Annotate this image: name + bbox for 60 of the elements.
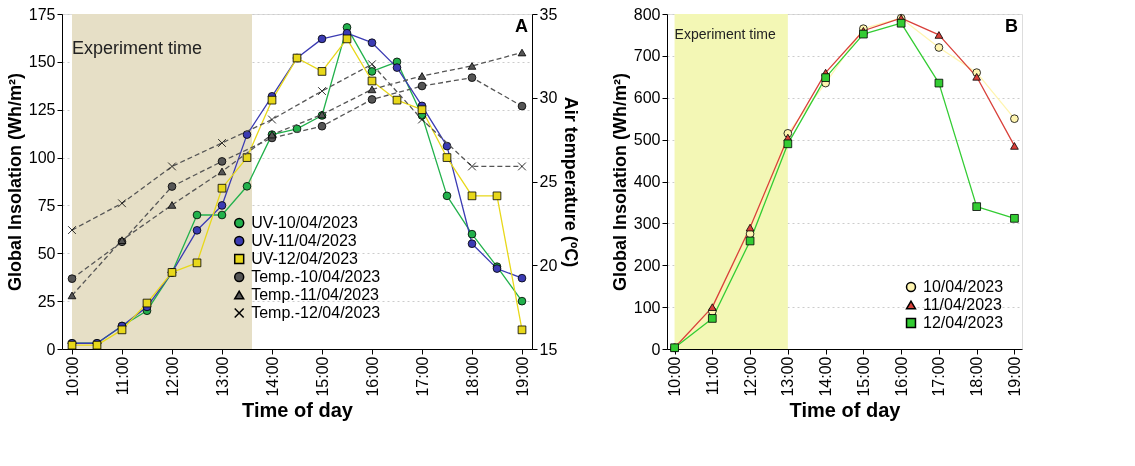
legend-label: Temp.-12/04/2023 (251, 304, 381, 321)
x-tick-label: 16:00 (363, 356, 381, 397)
y2-tick-label: 30 (539, 89, 558, 107)
y-tick-label: 300 (633, 214, 661, 232)
y-tick-label: 600 (633, 89, 661, 107)
x-tick-label: 11:00 (113, 356, 131, 396)
y-axis-title: Global Insolation (Wh/m²) (609, 73, 630, 291)
legend-label: UV-11/04/2023 (251, 232, 357, 249)
x-axis-title: Time of day (242, 398, 354, 421)
x-tick-label: 17:00 (413, 356, 431, 397)
legend-label: 11/04/2023 (923, 296, 1002, 313)
x-tick-label: 10:00 (63, 356, 81, 397)
y2-tick-label: 15 (539, 340, 558, 358)
y-tick-label: 50 (37, 244, 56, 262)
legend-label: 12/04/2023 (923, 314, 1004, 331)
x-tick-label: 19:00 (513, 356, 531, 397)
x-tick-label: 12:00 (163, 356, 181, 397)
annotation: A (515, 16, 528, 36)
y2-tick-label: 20 (539, 256, 558, 274)
y-tick-label: 150 (28, 53, 56, 71)
legend-label: 10/04/2023 (923, 278, 1004, 295)
band-label: Experiment time (674, 26, 776, 42)
x-tick-label: 16:00 (892, 356, 910, 397)
x-tick-label: 14:00 (817, 356, 835, 397)
y-tick-label: 0 (46, 340, 56, 358)
y-tick-label: 125 (28, 101, 56, 119)
y-tick-label: 0 (651, 340, 661, 358)
x-tick-label: 19:00 (1005, 356, 1023, 397)
y-tick-label: 800 (633, 5, 661, 23)
x-tick-label: 14:00 (263, 356, 281, 397)
y-axis-title: Global Insolation (Wh/m²) (4, 73, 25, 291)
x-tick-label: 13:00 (779, 356, 797, 397)
y-tick-label: 175 (28, 5, 56, 23)
y-tick-label: 500 (633, 131, 661, 149)
legend-label: Temp.-10/04/2023 (251, 268, 381, 285)
y-tick-label: 700 (633, 47, 661, 65)
y2-axis-title: Air temperature (ºC) (561, 96, 582, 268)
legend-label: UV-12/04/2023 (251, 250, 359, 267)
y2-tick-label: 35 (539, 5, 558, 23)
y-tick-label: 25 (37, 292, 56, 310)
legend-label: Temp.-11/04/2023 (251, 286, 380, 303)
x-tick-label: 17:00 (930, 356, 948, 397)
x-axis-title: Time of day (789, 398, 902, 421)
x-tick-label: 18:00 (463, 356, 481, 397)
band-label: Experiment time (72, 38, 203, 58)
x-tick-label: 15:00 (854, 356, 872, 397)
x-tick-label: 15:00 (313, 356, 331, 397)
x-tick-label: 11:00 (703, 356, 721, 396)
y2-tick-label: 25 (539, 173, 558, 190)
y-tick-label: 75 (37, 196, 56, 214)
x-tick-label: 18:00 (968, 356, 986, 397)
y-tick-label: 200 (633, 256, 661, 274)
x-tick-label: 10:00 (666, 356, 684, 397)
y-tick-label: 100 (633, 298, 661, 316)
legend-label: UV-10/04/2023 (251, 214, 359, 231)
annotation: B (1005, 16, 1018, 36)
y-tick-label: 100 (28, 149, 56, 167)
x-tick-label: 13:00 (213, 356, 231, 397)
y-tick-label: 400 (633, 173, 661, 190)
x-tick-label: 12:00 (741, 356, 759, 397)
